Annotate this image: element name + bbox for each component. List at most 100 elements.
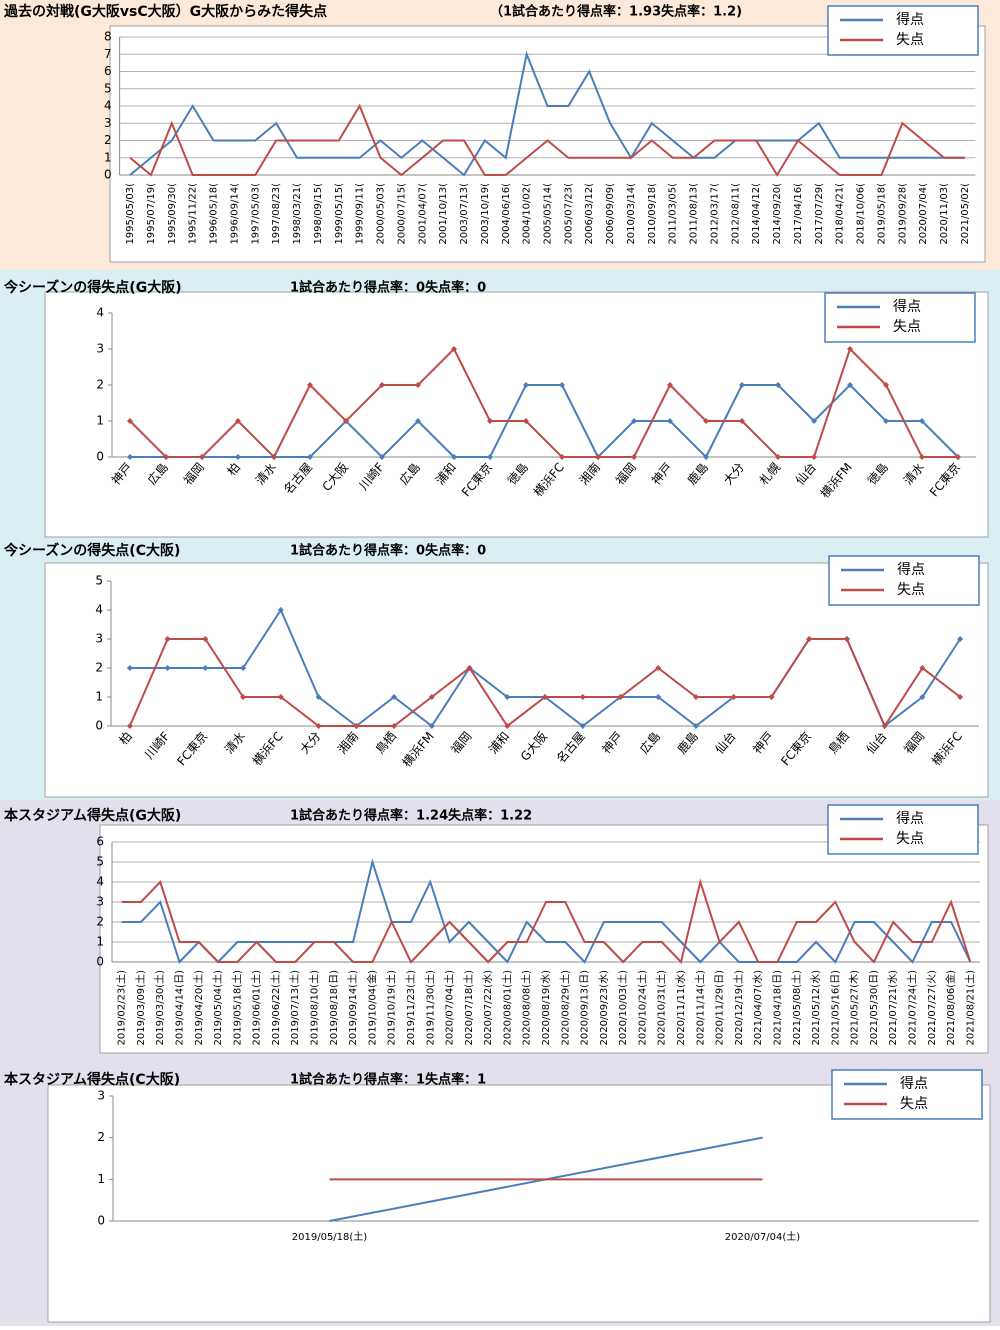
x-tick-label: 2017/04/16( <box>793 183 804 245</box>
marker <box>739 382 745 388</box>
x-tick-label: 2020/10/03(土) <box>616 970 629 1046</box>
x-tick-label: 2021/07/24(土) <box>905 970 918 1046</box>
chart-title: 過去の対戦(G大阪vsC大阪）G大阪からみた得失点 <box>3 3 327 20</box>
y-tick-label: 5 <box>104 81 112 95</box>
legend-label: 得点 <box>896 810 924 827</box>
marker <box>415 382 421 388</box>
marker <box>881 723 888 729</box>
marker <box>775 454 781 460</box>
legend-label: 失点 <box>900 1096 928 1112</box>
chart-subtitle: 1試合あたり得点率：0失点率：0 <box>290 280 486 296</box>
series-line <box>121 878 972 965</box>
marker <box>202 665 209 671</box>
series-line <box>129 347 958 459</box>
marker <box>451 346 457 352</box>
marker <box>579 723 586 729</box>
y-tick-label: 0 <box>104 168 112 182</box>
x-tick-label: 2019/02/23(土) <box>115 970 128 1046</box>
x-tick-label: 2020/11/29(日) <box>715 970 726 1046</box>
x-tick-label: 2020/10/31(土) <box>655 970 668 1046</box>
y-tick-label: 1 <box>96 414 104 428</box>
legend-label: 失点 <box>893 319 921 335</box>
marker <box>466 665 473 671</box>
marker <box>811 454 817 460</box>
x-tick-label: 2005/07/23( <box>563 183 574 245</box>
x-tick-label: 2019/05/18( <box>876 183 887 245</box>
marker <box>957 694 964 700</box>
marker <box>504 694 511 700</box>
marker <box>667 382 673 388</box>
marker <box>164 665 171 671</box>
x-tick-label: 2021/04/07(水) <box>752 970 764 1046</box>
y-tick-label: 3 <box>96 895 104 909</box>
y-tick-label: 1 <box>95 690 103 704</box>
marker <box>811 418 817 424</box>
x-tick-label: 2021/05/27(木) <box>849 970 861 1046</box>
series-line <box>121 858 972 964</box>
marker <box>487 418 493 424</box>
x-tick-label: 1999/05/15( <box>334 183 345 245</box>
y-tick-label: 1 <box>104 150 112 164</box>
x-tick-label: 2001/04/07( <box>417 183 428 245</box>
x-tick-label: 2020/08/01(土) <box>500 970 513 1046</box>
marker <box>315 694 322 700</box>
x-tick-label: 2019/11/30(土) <box>423 970 436 1046</box>
legend-label: 失点 <box>896 831 924 847</box>
x-tick-label: 2000/05/03( <box>376 183 387 245</box>
x-tick-label: 2006/09/09( <box>605 183 616 245</box>
x-tick-label: 2011/03/05( <box>668 183 679 245</box>
marker <box>692 694 699 700</box>
x-tick-label: 2020/11/03( <box>939 183 950 245</box>
x-tick-label: 2020/08/08(土) <box>520 970 533 1046</box>
y-tick-label: 1 <box>97 1172 105 1186</box>
legend-label: 得点 <box>893 298 921 315</box>
marker <box>235 418 241 424</box>
y-tick-label: 1 <box>96 935 104 949</box>
marker <box>655 665 662 671</box>
x-tick-label: 2005/05/14( <box>543 183 554 245</box>
marker <box>957 636 964 642</box>
marker <box>692 723 699 729</box>
x-tick-label: 1995/09/30( <box>167 183 178 245</box>
marker <box>277 607 284 613</box>
x-tick-label: 2019/04/14(日) <box>175 970 186 1046</box>
marker <box>428 694 435 700</box>
marker <box>353 723 360 729</box>
marker <box>883 418 889 424</box>
x-tick-label: 2019/08/10(土) <box>308 970 321 1046</box>
x-tick-label: 2019/10/04(金) <box>365 970 378 1046</box>
x-tick-label: 1999/09/11( <box>355 183 366 245</box>
x-tick-label: 2019/11/23(土) <box>404 970 417 1046</box>
marker <box>487 454 493 460</box>
x-tick-label: 2020/11/11(水) <box>675 970 687 1046</box>
y-tick-label: 4 <box>104 99 112 113</box>
x-tick-label: 2014/04/12( <box>751 183 762 245</box>
x-tick-label: 2020/12/19(土) <box>732 970 745 1046</box>
marker <box>955 454 961 460</box>
marker <box>883 382 889 388</box>
chart-subtitle: （1試合あたり得点率：1.93失点率：1.2) <box>490 4 742 20</box>
marker <box>919 454 925 460</box>
marker <box>163 454 169 460</box>
x-tick-label: 2019/04/20(土) <box>192 970 205 1046</box>
x-tick-label: 2014/09/20( <box>772 183 783 245</box>
marker <box>559 454 565 460</box>
x-tick-label: 2012/08/11( <box>730 183 741 245</box>
y-tick-label: 0 <box>95 719 103 733</box>
x-tick-label: 2000/07/15( <box>396 183 407 245</box>
marker <box>542 694 548 700</box>
marker <box>775 382 781 388</box>
marker <box>127 454 133 460</box>
marker <box>240 694 247 700</box>
x-tick-label: 2004/06/16( <box>501 183 512 245</box>
series-line <box>129 50 965 177</box>
x-tick-label: 1998/09/15( <box>313 183 324 245</box>
x-tick-label: 2021/05/12(水) <box>810 970 822 1046</box>
x-tick-label: 2003/10/19( <box>480 183 491 245</box>
marker <box>343 418 349 424</box>
y-tick-label: 2 <box>104 133 112 147</box>
x-tick-label: 2012/03/17( <box>709 183 720 245</box>
x-tick-label: 2020/07/04(土) <box>443 970 456 1046</box>
y-tick-label: 6 <box>104 64 112 78</box>
